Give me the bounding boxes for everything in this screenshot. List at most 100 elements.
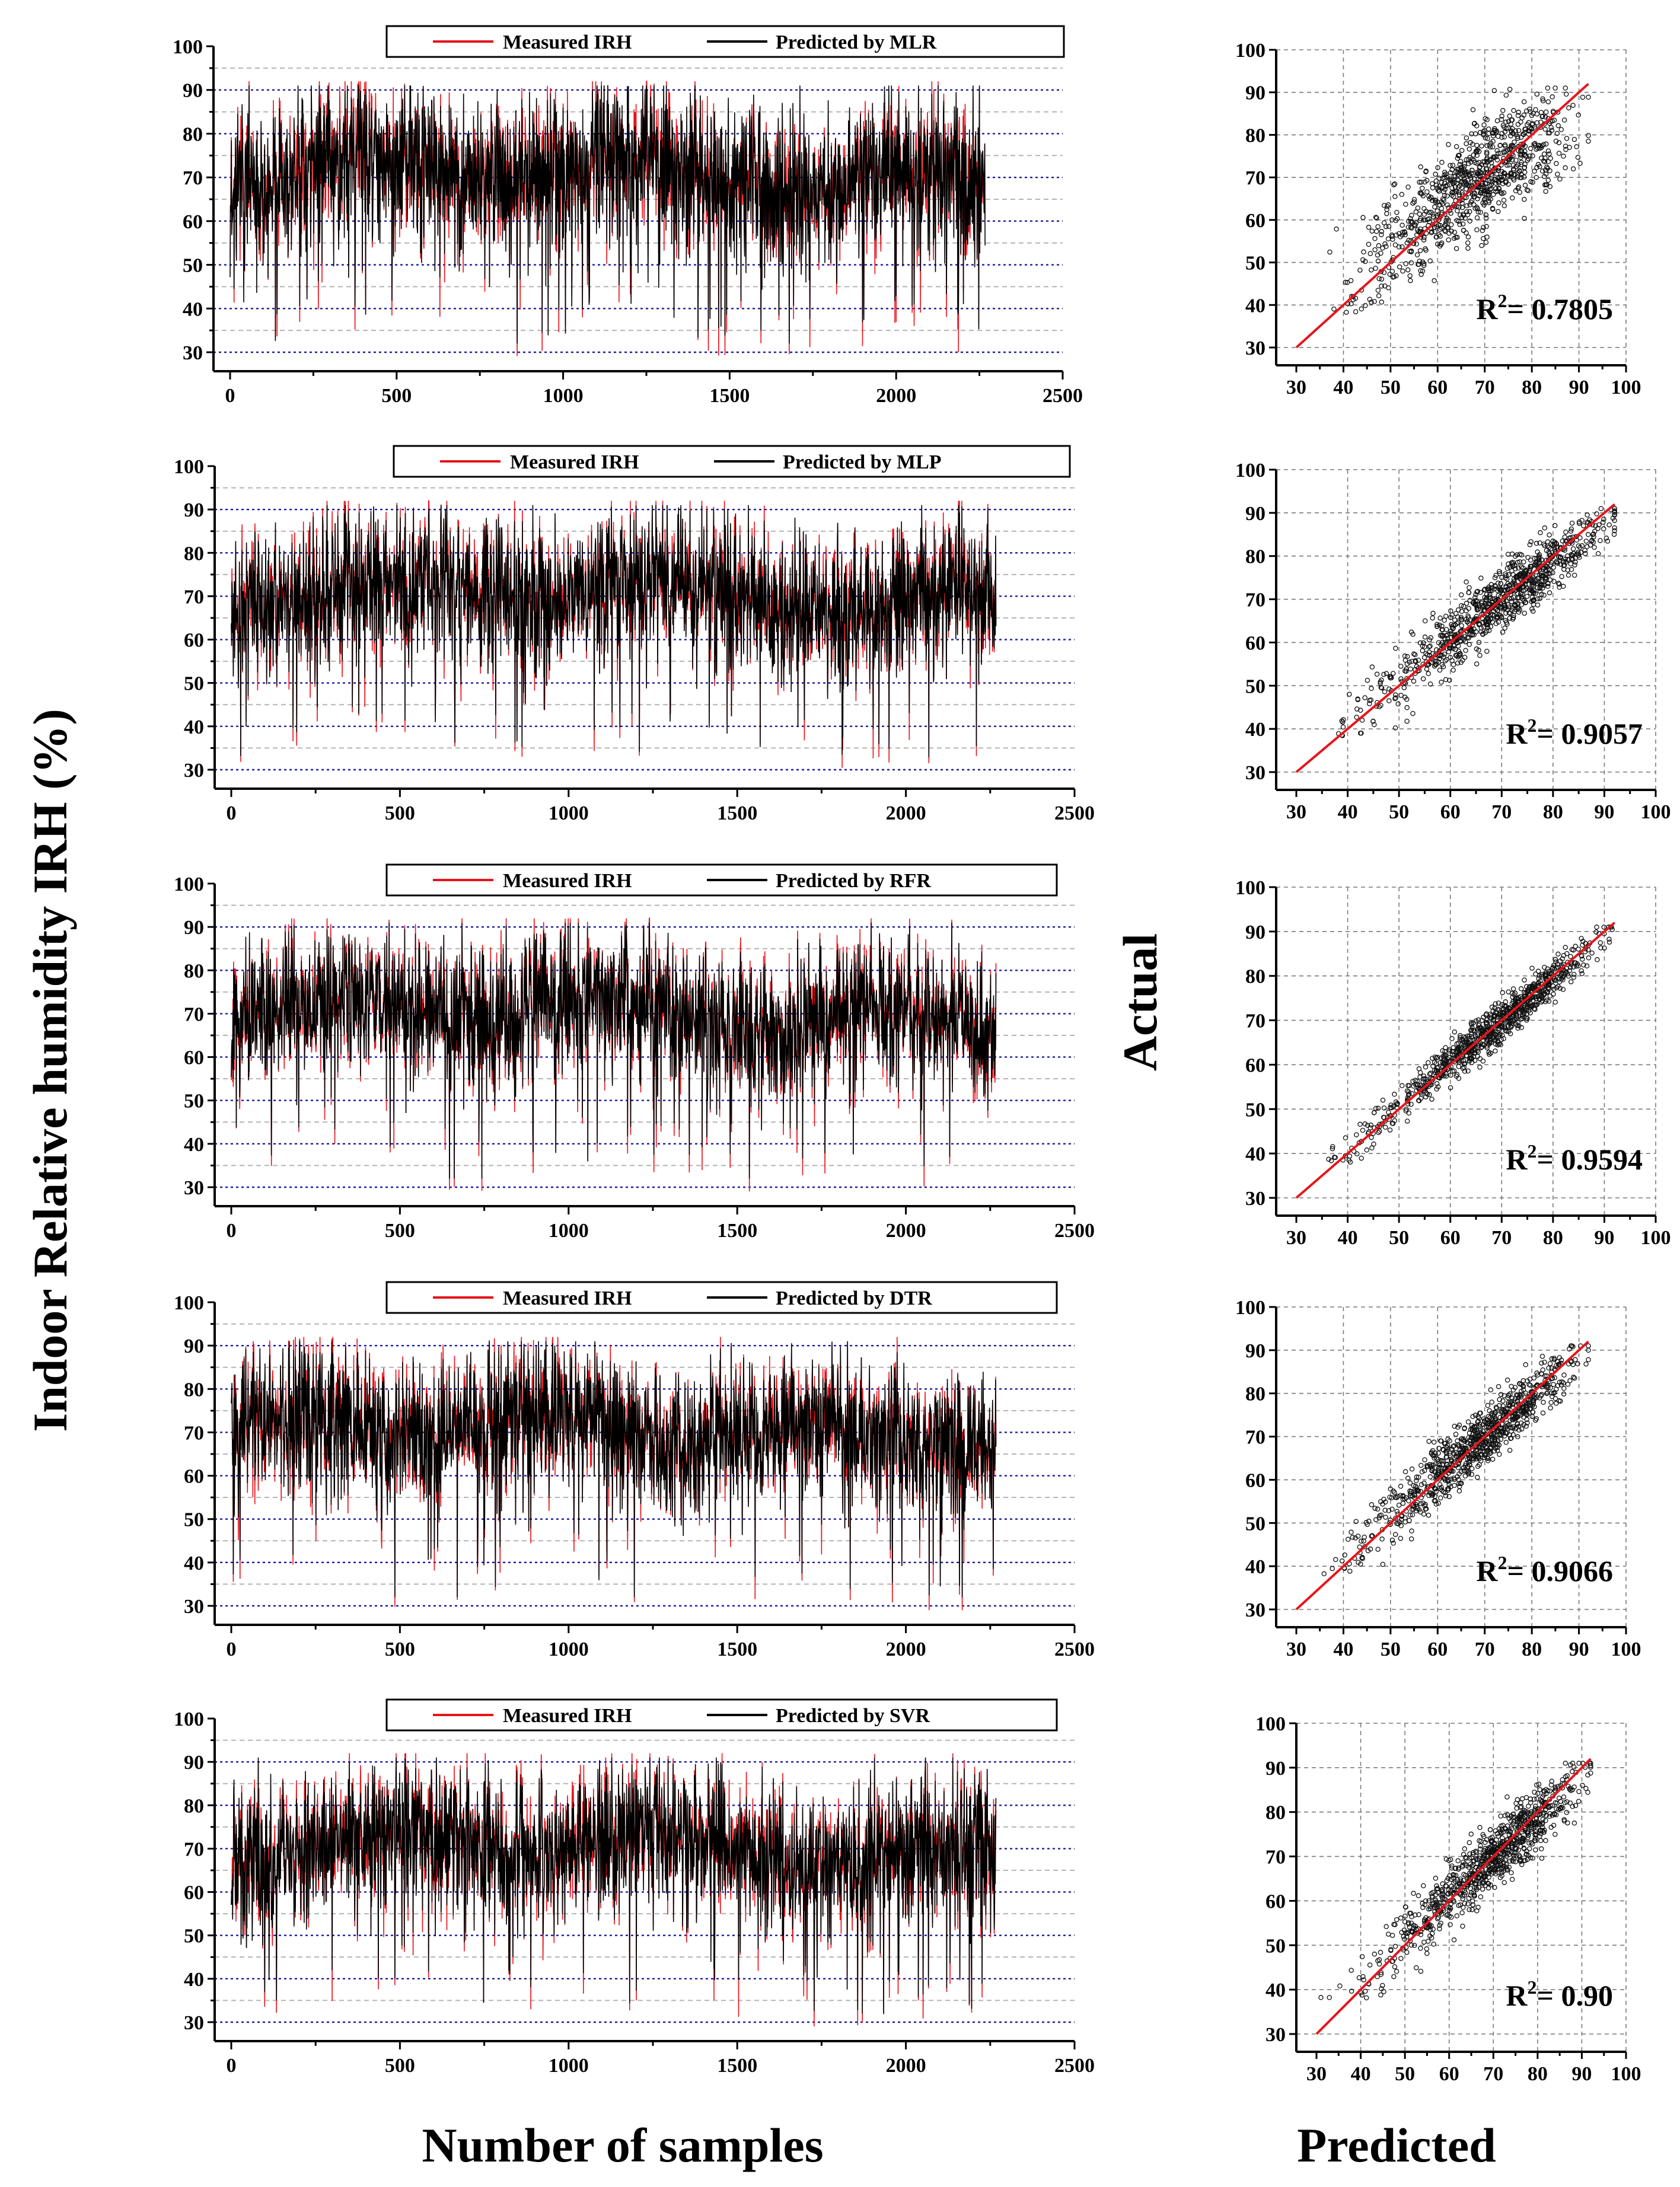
scatter-point bbox=[1439, 225, 1445, 231]
scatter-point bbox=[1427, 1474, 1433, 1480]
scatter-point bbox=[1437, 667, 1443, 673]
scatter-point bbox=[1558, 562, 1564, 567]
y-tick-label: 50 bbox=[1245, 253, 1265, 275]
scatter-point bbox=[1492, 575, 1498, 581]
scatter-point bbox=[1501, 1036, 1506, 1041]
scatter-point bbox=[1457, 1033, 1463, 1038]
scatter-point bbox=[1381, 1105, 1387, 1111]
scatter-point bbox=[1432, 225, 1437, 230]
scatter-point bbox=[1449, 178, 1454, 184]
scatter-point bbox=[1392, 1092, 1397, 1097]
scatter-point bbox=[1493, 1010, 1499, 1015]
scatter-point bbox=[1327, 249, 1332, 255]
y-tick-label: 90 bbox=[1245, 503, 1265, 525]
scatter-point bbox=[1537, 588, 1543, 594]
scatter-point bbox=[1500, 1398, 1506, 1404]
scatter-point bbox=[1392, 696, 1398, 702]
scatter-point bbox=[1486, 617, 1491, 623]
scatter-point bbox=[1517, 551, 1523, 557]
legend-label-predicted: Predicted by MLP bbox=[783, 451, 942, 473]
scatter-point bbox=[1326, 1156, 1331, 1162]
scatter-points bbox=[1327, 85, 1591, 315]
scatter-point bbox=[1545, 177, 1551, 183]
scatter-point bbox=[1522, 977, 1527, 983]
scatter-point bbox=[1469, 1044, 1475, 1049]
scatter-point bbox=[1402, 653, 1408, 659]
x-tick-label: 2000 bbox=[876, 385, 916, 407]
scatter-point bbox=[1484, 1022, 1489, 1027]
scatter-point bbox=[1448, 1072, 1453, 1078]
scatter-point bbox=[1516, 110, 1521, 115]
scatter-point bbox=[1484, 1039, 1489, 1045]
scatter-point bbox=[1457, 222, 1462, 227]
x-tick-label: 0 bbox=[227, 2055, 237, 2077]
scatter-point bbox=[1563, 91, 1569, 97]
scatter-point bbox=[1565, 1382, 1571, 1387]
scatter-point bbox=[1459, 608, 1465, 614]
scatter-point bbox=[1595, 525, 1601, 531]
scatter-point bbox=[1503, 1440, 1509, 1445]
scatter-point bbox=[1506, 572, 1512, 578]
scatter-point bbox=[1457, 162, 1463, 167]
scatter-point bbox=[1359, 1139, 1365, 1144]
scatter-point bbox=[1480, 228, 1485, 234]
x-tick-label: 2500 bbox=[1054, 1638, 1095, 1660]
scatter-point bbox=[1540, 1410, 1546, 1416]
scatter-point bbox=[1388, 1113, 1394, 1118]
scatter-point bbox=[1507, 1015, 1513, 1021]
scatter-point bbox=[1481, 604, 1487, 609]
x-tick-label: 2500 bbox=[1054, 1220, 1095, 1242]
scatter-point bbox=[1452, 1029, 1458, 1035]
scatter-point bbox=[1441, 1073, 1447, 1079]
scatter-point bbox=[1434, 213, 1440, 219]
scatter-point bbox=[1522, 161, 1528, 167]
scatter-point bbox=[1502, 1024, 1507, 1029]
scatter-point bbox=[1439, 1055, 1444, 1061]
scatter-point bbox=[1379, 685, 1385, 691]
scatter-point bbox=[1354, 1132, 1359, 1137]
scatter-point bbox=[1376, 1130, 1381, 1136]
scatter-point bbox=[1543, 563, 1549, 569]
x-tick-label: 1500 bbox=[717, 1638, 757, 1660]
scatter-point bbox=[1537, 164, 1542, 170]
scatter-point bbox=[1474, 661, 1480, 667]
scatter-point bbox=[1416, 262, 1421, 267]
scatter-point bbox=[1571, 572, 1577, 578]
scatter-point bbox=[1484, 143, 1490, 149]
scatter-point bbox=[1541, 592, 1547, 598]
scatter-point bbox=[1451, 1048, 1456, 1054]
scatter-point bbox=[1482, 196, 1488, 202]
scatter-point bbox=[1433, 647, 1439, 653]
predicted-series-rfr bbox=[231, 922, 997, 1179]
y-tick-label: 50 bbox=[183, 255, 203, 277]
scatter-point bbox=[1499, 586, 1504, 592]
scatter-point bbox=[1390, 275, 1396, 280]
scatter-point bbox=[1341, 717, 1346, 723]
scatter-point bbox=[1432, 204, 1437, 210]
scatter-point bbox=[1504, 1006, 1510, 1012]
x-tick-label: 2000 bbox=[886, 1220, 926, 1242]
scatter-point bbox=[1539, 557, 1545, 563]
scatter-point bbox=[1421, 206, 1427, 211]
scatter-point bbox=[1490, 133, 1496, 139]
scatter-point bbox=[1543, 189, 1548, 194]
scatter-point bbox=[1362, 1121, 1368, 1127]
scatter-point bbox=[1451, 178, 1456, 183]
scatter-point bbox=[1459, 215, 1465, 220]
scatter-point bbox=[1417, 179, 1422, 185]
scatter-point bbox=[1512, 139, 1517, 145]
scatter-point bbox=[1376, 293, 1382, 299]
scatter-point bbox=[1420, 259, 1426, 265]
scatter-point bbox=[1494, 118, 1500, 123]
predicted-series-dtr bbox=[231, 1341, 997, 1598]
scatter-point bbox=[1532, 561, 1538, 567]
r2-superscript: 2 bbox=[1528, 715, 1537, 736]
scatter-point bbox=[1354, 706, 1360, 712]
scatter-point bbox=[1459, 602, 1464, 608]
scatter-point bbox=[1420, 186, 1425, 191]
scatter-point bbox=[1520, 591, 1525, 597]
scatter-point bbox=[1592, 544, 1597, 550]
scatter-point bbox=[1555, 951, 1561, 957]
scatter-point bbox=[1465, 234, 1471, 240]
scatter-point bbox=[1443, 221, 1449, 226]
